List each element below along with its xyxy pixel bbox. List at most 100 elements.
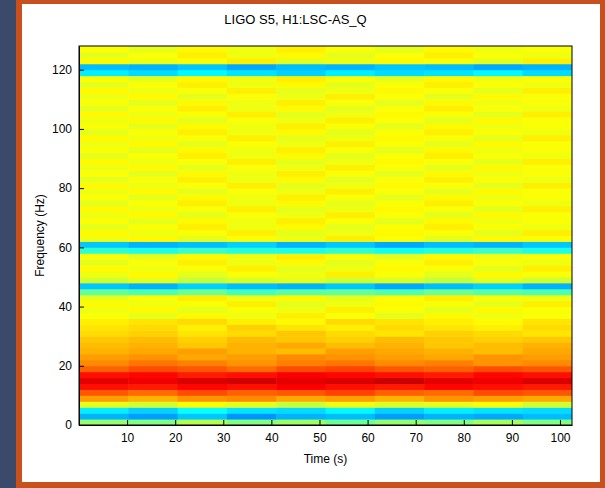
cell	[523, 360, 572, 366]
cell	[79, 212, 129, 218]
cell	[523, 135, 572, 141]
cell	[375, 407, 425, 413]
cell	[79, 342, 129, 348]
cell	[128, 52, 178, 58]
cell	[178, 200, 228, 206]
cell	[276, 241, 326, 247]
cell	[375, 247, 425, 253]
cell	[276, 52, 326, 58]
cell	[227, 123, 277, 129]
cell	[523, 87, 572, 93]
cell	[523, 330, 572, 336]
cell	[128, 378, 178, 384]
cell	[375, 354, 425, 360]
cell	[523, 354, 572, 360]
cell	[276, 283, 326, 289]
cell	[227, 407, 277, 413]
cell	[375, 93, 425, 99]
cell	[523, 401, 572, 407]
cell	[523, 241, 572, 247]
cell	[424, 366, 474, 372]
cell	[79, 123, 129, 129]
cell	[523, 301, 572, 307]
cell	[79, 366, 129, 372]
cell	[424, 253, 474, 259]
cell	[523, 123, 572, 129]
cell	[276, 70, 326, 76]
cell	[523, 277, 572, 283]
cell	[375, 289, 425, 295]
cell	[424, 70, 474, 76]
cell	[523, 200, 572, 206]
cell	[424, 135, 474, 141]
cell	[227, 378, 277, 384]
cell	[227, 289, 277, 295]
cell	[326, 247, 376, 253]
slide-background	[0, 0, 605, 488]
cell	[79, 159, 129, 165]
cell	[424, 182, 474, 188]
cell	[326, 206, 376, 212]
cell	[128, 70, 178, 76]
cell	[326, 366, 376, 372]
x-axis-title: Time (s)	[304, 452, 348, 466]
cell	[128, 129, 178, 135]
tick: 100	[550, 420, 570, 445]
cell	[128, 413, 178, 419]
cell	[276, 117, 326, 123]
cell	[276, 170, 326, 176]
cell	[128, 105, 178, 111]
cell	[276, 236, 326, 242]
cell	[424, 141, 474, 147]
cell	[79, 87, 129, 93]
cell	[276, 271, 326, 277]
tick-mark	[79, 425, 84, 426]
cell	[473, 271, 523, 277]
cell	[473, 307, 523, 313]
cell	[276, 372, 326, 378]
cell	[79, 265, 129, 271]
cell	[375, 159, 425, 165]
cell	[473, 301, 523, 307]
cell	[227, 354, 277, 360]
cell	[276, 395, 326, 401]
cell	[227, 93, 277, 99]
cell	[276, 99, 326, 105]
cell	[227, 224, 277, 230]
cell	[473, 230, 523, 236]
cell	[227, 147, 277, 153]
cell	[79, 224, 129, 230]
cell	[375, 135, 425, 141]
cell	[326, 401, 376, 407]
cell	[523, 70, 572, 76]
cell	[424, 384, 474, 390]
cell	[276, 141, 326, 147]
cell	[424, 372, 474, 378]
cell	[128, 318, 178, 324]
cell	[79, 164, 129, 170]
cell	[523, 159, 572, 165]
cell	[227, 135, 277, 141]
cell	[523, 407, 572, 413]
cell	[79, 200, 129, 206]
cell	[375, 307, 425, 313]
cell	[227, 200, 277, 206]
tick-mark	[127, 420, 128, 425]
cell	[178, 407, 228, 413]
cell	[424, 395, 474, 401]
tick-mark	[368, 420, 369, 425]
cell	[79, 389, 129, 395]
cell	[375, 253, 425, 259]
cell	[128, 395, 178, 401]
cell	[276, 318, 326, 324]
cell	[227, 164, 277, 170]
cell	[523, 295, 572, 301]
cell	[276, 301, 326, 307]
cell	[178, 265, 228, 271]
tick: 40	[59, 300, 84, 314]
cell	[276, 58, 326, 64]
cell	[227, 413, 277, 419]
cell	[326, 129, 376, 135]
cell	[276, 135, 326, 141]
cell	[326, 277, 376, 283]
